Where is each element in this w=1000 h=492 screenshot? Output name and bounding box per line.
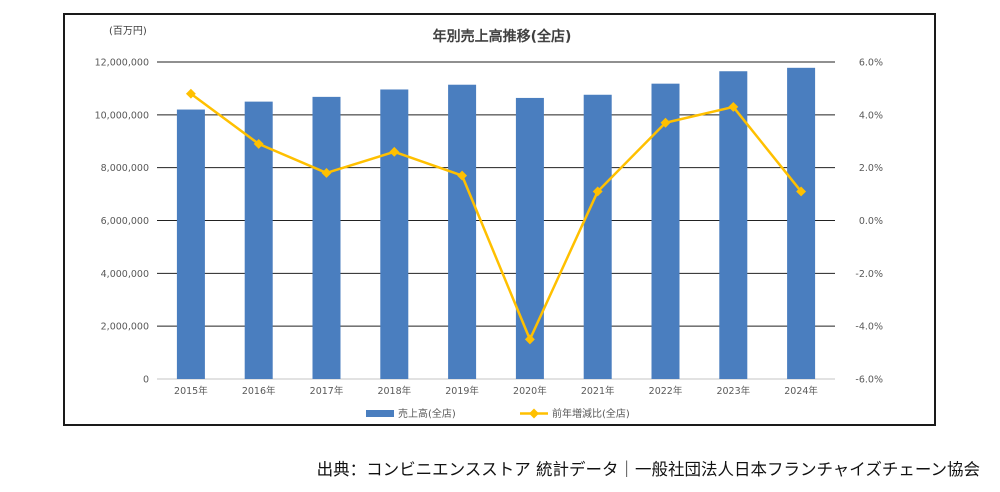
x-tick-label: 2021年	[581, 385, 615, 397]
chart-title: 年別売上高推移(全店)	[433, 28, 572, 45]
point-growth-2021年	[592, 186, 603, 197]
left-tick-label: 0	[143, 375, 149, 386]
x-tick-label: 2015年	[174, 385, 208, 397]
bar-sales-2023年	[719, 71, 748, 379]
point-growth-2018年	[389, 146, 400, 157]
left-tick-label: 8,000,000	[101, 163, 149, 174]
legend-label-sales: 売上高(全店)	[398, 407, 456, 420]
point-growth-2020年	[524, 334, 535, 345]
bar-sales-2017年	[312, 96, 341, 380]
right-tick-label: -2.0%	[855, 269, 883, 280]
point-growth-2022年	[660, 117, 671, 128]
left-tick-label: 6,000,000	[101, 216, 149, 227]
left-tick-label: 12,000,000	[95, 58, 149, 69]
chart-svg: 年別売上高推移(全店) (百万円) 0 2,000,000 4,000,000 6,0…	[95, 25, 883, 420]
right-tick-label: -6.0%	[855, 375, 883, 386]
right-tick-label: 0.0%	[859, 216, 883, 227]
point-growth-2017年	[321, 168, 332, 178]
left-tick-label: 2,000,000	[101, 322, 149, 333]
right-tick-label: 2.0%	[859, 163, 883, 174]
x-tick-label: 2018年	[377, 385, 411, 397]
bar-sales-2015年	[176, 109, 205, 380]
x-tick-label: 2016年	[242, 385, 276, 397]
legend-marker-growth	[529, 408, 539, 419]
point-growth-2024年	[796, 186, 807, 197]
x-tick-label: 2024年	[784, 385, 818, 397]
bar-sales-2024年	[787, 67, 816, 379]
legend-label-growth: 前年増減比(全店)	[552, 407, 630, 420]
legend-swatch-sales	[366, 410, 394, 417]
source-caption: 出典：コンビニエンスストア 統計データ｜一般社団法人日本フランチャイズチェーン協…	[316, 460, 980, 479]
chart-frame: 年別売上高推移(全店) (百万円) 0 2,000,000 4,000,000 6,0…	[63, 13, 936, 426]
unit-label: (百万円)	[109, 25, 147, 37]
x-tick-label: 2020年	[513, 385, 547, 397]
x-tick-label: 2019年	[445, 385, 479, 397]
x-tick-label: 2022年	[649, 385, 683, 397]
right-tick-label: -4.0%	[855, 322, 883, 333]
bar-sales-2019年	[448, 84, 477, 380]
left-tick-label: 4,000,000	[101, 269, 149, 280]
x-tick-label: 2017年	[310, 385, 344, 397]
right-tick-label: 4.0%	[859, 110, 883, 121]
x-tick-label: 2023年	[716, 385, 750, 397]
left-tick-label: 10,000,000	[95, 110, 149, 121]
bar-sales-2021年	[583, 94, 612, 380]
point-growth-2016年	[253, 138, 264, 149]
bar-sales-2018年	[380, 89, 409, 380]
point-growth-2023年	[728, 101, 739, 112]
bar-sales-2022年	[651, 83, 680, 379]
growth-line	[190, 92, 803, 341]
right-tick-label: 6.0%	[859, 58, 883, 69]
bar-sales-2020年	[515, 97, 544, 379]
point-growth-2019年	[457, 170, 468, 181]
